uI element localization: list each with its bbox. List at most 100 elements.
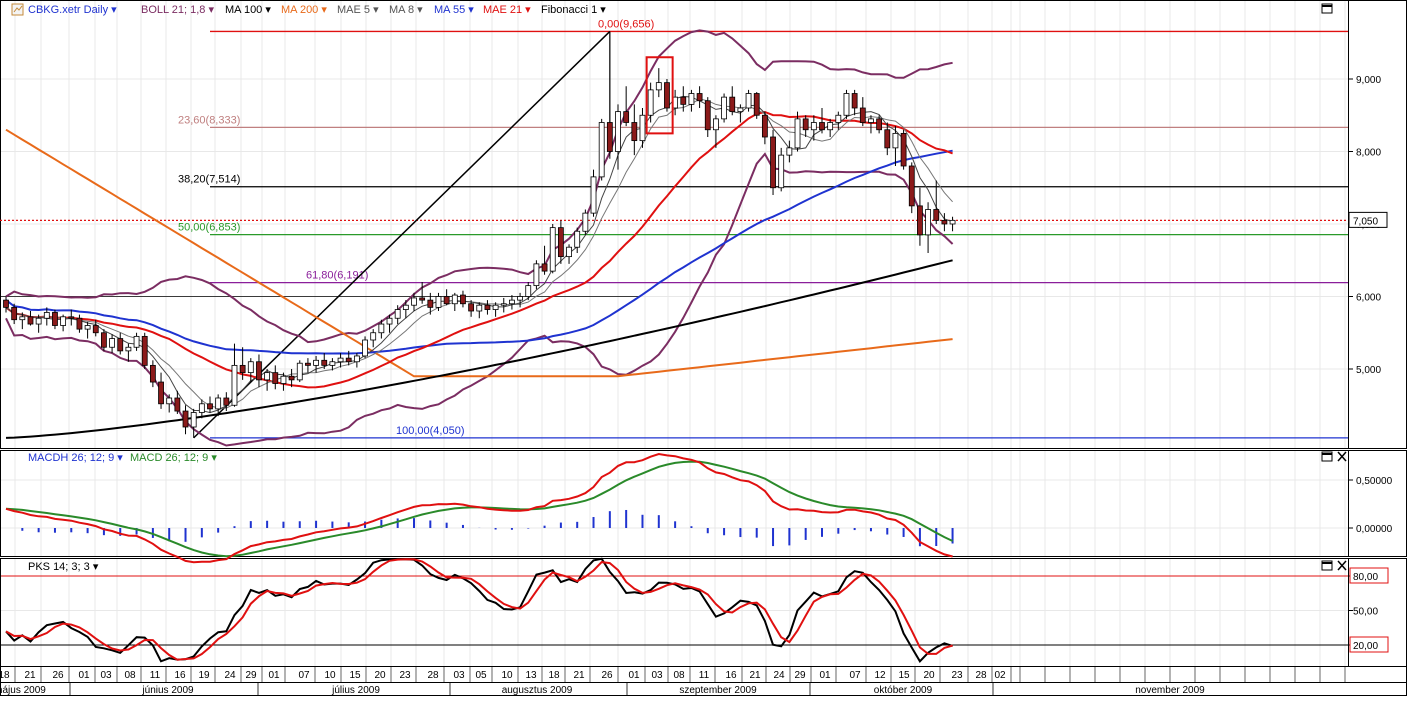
candle-body: [133, 335, 140, 348]
x-tick-label: 19: [198, 670, 210, 681]
candle-body: [549, 227, 556, 272]
candle-body: [876, 118, 883, 131]
x-tick-label: 29: [794, 670, 806, 681]
candle-body: [305, 362, 311, 366]
candle-body: [590, 176, 597, 214]
candle-body: [174, 397, 181, 412]
candle-body: [394, 309, 401, 319]
candle-body: [353, 355, 360, 363]
x-axis: 18 21 26 01 03 08 11 16 19 24 29 01 07 10 15 20 23 28 03 05…: [0, 666, 1346, 696]
last-price-tag: [1348, 211, 1388, 228]
legend-indicator[interactable]: MAE 5 ▾: [337, 4, 379, 16]
x-tick-label: 16: [174, 670, 186, 681]
x-tick-label: 10: [324, 670, 336, 681]
x-tick-label: 05: [475, 670, 487, 681]
candle-body: [941, 219, 948, 225]
x-month-label: november 2009: [1135, 685, 1205, 696]
ma55-line: [5, 149, 953, 355]
stoch-maximize-icon[interactable]: [1321, 560, 1333, 571]
candle-body: [639, 114, 646, 142]
stoch-k-line: [5, 557, 953, 663]
candle-body: [525, 285, 532, 297]
x-tick-label: 18: [548, 670, 560, 681]
x-tick-label: 16: [725, 670, 737, 681]
x-tick-label: 03: [100, 670, 112, 681]
candle-body: [182, 410, 189, 428]
candle-body: [810, 122, 817, 131]
candle-body: [60, 316, 67, 326]
bollinger-upper: [5, 29, 953, 344]
x-tick-label: 07: [298, 670, 310, 681]
x-tick-label: 11: [699, 670, 710, 681]
legend-indicator[interactable]: Fibonacci 1 ▾: [541, 4, 606, 16]
legend-indicator[interactable]: BOLL 21; 1,8 ▾: [141, 4, 214, 16]
macd-panel: [5, 452, 954, 564]
x-tick-label: 20: [374, 670, 386, 681]
legend-symbol[interactable]: CBKG.xetr Daily ▾: [28, 4, 117, 16]
candle-body: [460, 294, 466, 305]
candle-body: [794, 118, 801, 149]
candle-body: [476, 304, 483, 312]
x-tick-label: 21: [573, 670, 585, 681]
candle-body: [647, 89, 654, 116]
legends[interactable]: CBKG.xetr Daily ▾ BOLL 21; 1,8 ▾ MA 100 ▾ M…: [11, 3, 606, 573]
x-tick-label: 11: [150, 670, 161, 681]
legend-indicator[interactable]: MA 100 ▾: [225, 4, 271, 16]
candle-body: [786, 147, 793, 156]
candle-body: [76, 317, 83, 330]
stochastic-panel: [1, 557, 1348, 663]
fib-label: 61,80(6,191): [306, 270, 368, 282]
legend-macdh[interactable]: MACDH 26; 12; 9 ▾: [28, 452, 123, 464]
candle-body: [541, 263, 548, 272]
legend-indicator[interactable]: MA 55 ▾: [434, 4, 474, 16]
stoch-level-tag: [1349, 567, 1389, 584]
symbol-icon: [11, 3, 24, 16]
candle-body: [223, 397, 230, 406]
candle-body: [166, 397, 173, 405]
candle-body: [859, 107, 866, 123]
legend-indicator[interactable]: MAE 21 ▾: [483, 4, 531, 16]
candle-body: [509, 299, 515, 305]
candle-body: [704, 100, 711, 131]
legend-pks[interactable]: PKS 14; 3; 3 ▾: [28, 561, 99, 573]
candle-body: [321, 359, 328, 366]
y-tick-label: 6,000: [1356, 293, 1381, 304]
candle-body: [557, 227, 564, 258]
ma200-line: [5, 128, 953, 378]
candle-body: [892, 132, 899, 149]
candle-body: [680, 96, 687, 105]
x-tick-label: 12: [874, 670, 886, 681]
macd-close-icon[interactable]: [1337, 451, 1347, 462]
candle-body: [247, 361, 254, 374]
candle-body: [109, 338, 115, 348]
maximize-icon[interactable]: [1321, 3, 1333, 14]
candle-body: [925, 209, 931, 236]
candle-body: [819, 122, 825, 131]
stoch-d-line: [5, 558, 953, 661]
x-tick-label: 23: [951, 670, 963, 681]
candle-body: [492, 304, 499, 310]
highlight-box: [645, 56, 674, 135]
y-tick-label: 0,00000: [1356, 524, 1393, 535]
candle-body: [664, 82, 670, 109]
macd-maximize-icon[interactable]: [1321, 451, 1333, 462]
candle-body: [427, 299, 434, 308]
candle-body: [158, 381, 164, 405]
candle-body: [141, 335, 148, 366]
x-tick-label: 28: [975, 670, 987, 681]
candle-body: [696, 93, 703, 102]
x-tick-label: 01: [78, 670, 90, 681]
legend-indicator[interactable]: MA 200 ▾: [281, 4, 327, 16]
legend-macd[interactable]: MACD 26; 12; 9 ▾: [130, 452, 217, 464]
candle-body: [370, 332, 377, 341]
y-tick-label: 80,00: [1353, 572, 1378, 583]
y-tick-label: 50,00: [1353, 607, 1378, 618]
candle-body: [435, 296, 442, 308]
x-tick-label: 28: [427, 670, 439, 681]
macd-line: [5, 452, 953, 564]
candle-body: [468, 303, 475, 312]
candle-body: [92, 325, 99, 334]
candle-body: [296, 362, 303, 381]
stoch-close-icon[interactable]: [1337, 560, 1347, 571]
legend-indicator[interactable]: MA 8 ▾: [389, 4, 423, 16]
